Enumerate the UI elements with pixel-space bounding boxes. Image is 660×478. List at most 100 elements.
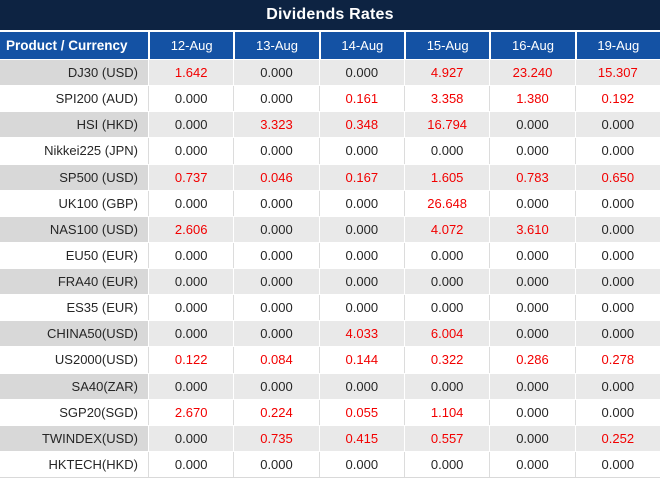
table-row: HSI (HKD) 0.000 3.323 0.348 16.794 0.000 0.000 bbox=[0, 111, 660, 138]
rate-cell: 26.648 bbox=[403, 190, 490, 216]
rate-cell: 0.000 bbox=[318, 190, 404, 216]
rate-cell: 2.606 bbox=[148, 216, 234, 242]
rate-cell: 0.000 bbox=[403, 295, 490, 321]
rate-cell: 0.000 bbox=[574, 242, 660, 268]
rate-cell: 0.000 bbox=[318, 242, 404, 268]
rate-cell: 6.004 bbox=[403, 321, 490, 347]
table-row: US2000(USD) 0.122 0.084 0.144 0.322 0.286 0.27… bbox=[0, 346, 660, 373]
rate-cell: 0.000 bbox=[148, 321, 234, 347]
rate-cell: 0.000 bbox=[233, 216, 319, 242]
rate-cell: 0.000 bbox=[318, 216, 404, 242]
table-row: CHINA50(USD) 0.000 0.000 4.033 6.004 0.000 0.0… bbox=[0, 320, 660, 347]
rate-cell: 0.252 bbox=[574, 425, 660, 451]
rate-cell: 3.610 bbox=[489, 216, 575, 242]
table-row: SA40(ZAR) 0.000 0.000 0.000 0.000 0.000 0.000 bbox=[0, 372, 660, 399]
rate-cell: 1.642 bbox=[148, 60, 234, 86]
rate-cell: 0.783 bbox=[489, 164, 575, 190]
rate-cell: 0.000 bbox=[148, 138, 234, 164]
table-body: DJ30 (USD) 1.642 0.000 0.000 4.927 23.240 15.3… bbox=[0, 60, 660, 478]
rate-cell: 0.000 bbox=[318, 138, 404, 164]
rate-cell: 0.000 bbox=[489, 399, 575, 425]
rate-cell: 0.000 bbox=[318, 295, 404, 321]
rate-cell: 0.348 bbox=[318, 112, 404, 138]
rate-cell: 0.000 bbox=[489, 269, 575, 295]
product-cell: SP500 (USD) bbox=[0, 164, 148, 190]
column-header-date: 19-Aug bbox=[574, 32, 660, 59]
rate-cell: 0.000 bbox=[574, 112, 660, 138]
header-row: Product / Currency 12-Aug 13-Aug 14-Aug 15-… bbox=[0, 30, 660, 60]
rate-cell: 0.000 bbox=[489, 373, 575, 399]
rate-cell: 0.000 bbox=[403, 242, 490, 268]
table-row: NAS100 (USD) 2.606 0.000 0.000 4.072 3.610 0.0… bbox=[0, 215, 660, 242]
rate-cell: 0.000 bbox=[148, 190, 234, 216]
rate-cell: 0.000 bbox=[148, 242, 234, 268]
rate-cell: 0.000 bbox=[233, 190, 319, 216]
product-cell: NAS100 (USD) bbox=[0, 216, 148, 242]
rate-cell: 0.000 bbox=[233, 138, 319, 164]
rate-cell: 3.358 bbox=[403, 86, 490, 112]
product-cell: SPI200 (AUD) bbox=[0, 86, 148, 112]
rate-cell: 0.000 bbox=[148, 112, 234, 138]
rate-cell: 0.000 bbox=[148, 86, 234, 112]
column-header-date: 12-Aug bbox=[148, 32, 234, 59]
product-cell: HSI (HKD) bbox=[0, 112, 148, 138]
rate-cell: 0.000 bbox=[574, 269, 660, 295]
rate-cell: 0.167 bbox=[318, 164, 404, 190]
rate-cell: 0.000 bbox=[233, 269, 319, 295]
rate-cell: 0.000 bbox=[233, 321, 319, 347]
table-row: SP500 (USD) 0.737 0.046 0.167 1.605 0.783 0.65… bbox=[0, 163, 660, 190]
rate-cell: 1.380 bbox=[489, 86, 575, 112]
rate-cell: 0.192 bbox=[574, 86, 660, 112]
product-cell: DJ30 (USD) bbox=[0, 60, 148, 86]
rate-cell: 0.161 bbox=[318, 86, 404, 112]
rate-cell: 0.046 bbox=[233, 164, 319, 190]
column-header-date: 15-Aug bbox=[403, 32, 490, 59]
rate-cell: 2.670 bbox=[148, 399, 234, 425]
rate-cell: 0.000 bbox=[574, 190, 660, 216]
rate-cell: 0.084 bbox=[233, 347, 319, 373]
table-row: EU50 (EUR) 0.000 0.000 0.000 0.000 0.000 0.000 bbox=[0, 241, 660, 268]
rate-cell: 23.240 bbox=[489, 60, 575, 86]
rate-cell: 1.605 bbox=[403, 164, 490, 190]
product-cell: EU50 (EUR) bbox=[0, 242, 148, 268]
rate-cell: 0.000 bbox=[318, 60, 404, 86]
rate-cell: 0.000 bbox=[489, 242, 575, 268]
column-header-date: 13-Aug bbox=[233, 32, 319, 59]
product-cell: ES35 (EUR) bbox=[0, 295, 148, 321]
table-title: Dividends Rates bbox=[0, 0, 660, 30]
rate-cell: 0.122 bbox=[148, 347, 234, 373]
rate-cell: 0.000 bbox=[489, 138, 575, 164]
rate-cell: 16.794 bbox=[403, 112, 490, 138]
rate-cell: 0.000 bbox=[148, 295, 234, 321]
rate-cell: 0.000 bbox=[489, 451, 575, 477]
table-row: HKTECH(HKD) 0.000 0.000 0.000 0.000 0.000 0.00… bbox=[0, 450, 660, 477]
rate-cell: 0.224 bbox=[233, 399, 319, 425]
rate-cell: 1.104 bbox=[403, 399, 490, 425]
rate-cell: 0.000 bbox=[148, 425, 234, 451]
rate-cell: 0.000 bbox=[574, 138, 660, 164]
rate-cell: 0.000 bbox=[574, 373, 660, 399]
rate-cell: 0.415 bbox=[318, 425, 404, 451]
table-row: Nikkei225 (JPN) 0.000 0.000 0.000 0.000 0.000… bbox=[0, 137, 660, 164]
rate-cell: 0.000 bbox=[489, 425, 575, 451]
product-cell: SGP20(SGD) bbox=[0, 399, 148, 425]
rate-cell: 0.000 bbox=[318, 269, 404, 295]
rate-cell: 0.650 bbox=[574, 164, 660, 190]
product-cell: UK100 (GBP) bbox=[0, 190, 148, 216]
rate-cell: 0.000 bbox=[574, 321, 660, 347]
table-row: SPI200 (AUD) 0.000 0.000 0.161 3.358 1.380 0.1… bbox=[0, 85, 660, 112]
rate-cell: 4.072 bbox=[403, 216, 490, 242]
rate-cell: 0.000 bbox=[233, 60, 319, 86]
rate-cell: 0.278 bbox=[574, 347, 660, 373]
column-header-date: 16-Aug bbox=[489, 32, 575, 59]
rate-cell: 0.000 bbox=[233, 295, 319, 321]
rate-cell: 0.000 bbox=[403, 451, 490, 477]
product-cell: HKTECH(HKD) bbox=[0, 451, 148, 477]
product-cell: Nikkei225 (JPN) bbox=[0, 138, 148, 164]
rate-cell: 0.000 bbox=[574, 295, 660, 321]
rate-cell: 0.000 bbox=[233, 86, 319, 112]
column-header-date: 14-Aug bbox=[318, 32, 404, 59]
product-cell: US2000(USD) bbox=[0, 347, 148, 373]
rate-cell: 0.000 bbox=[574, 451, 660, 477]
